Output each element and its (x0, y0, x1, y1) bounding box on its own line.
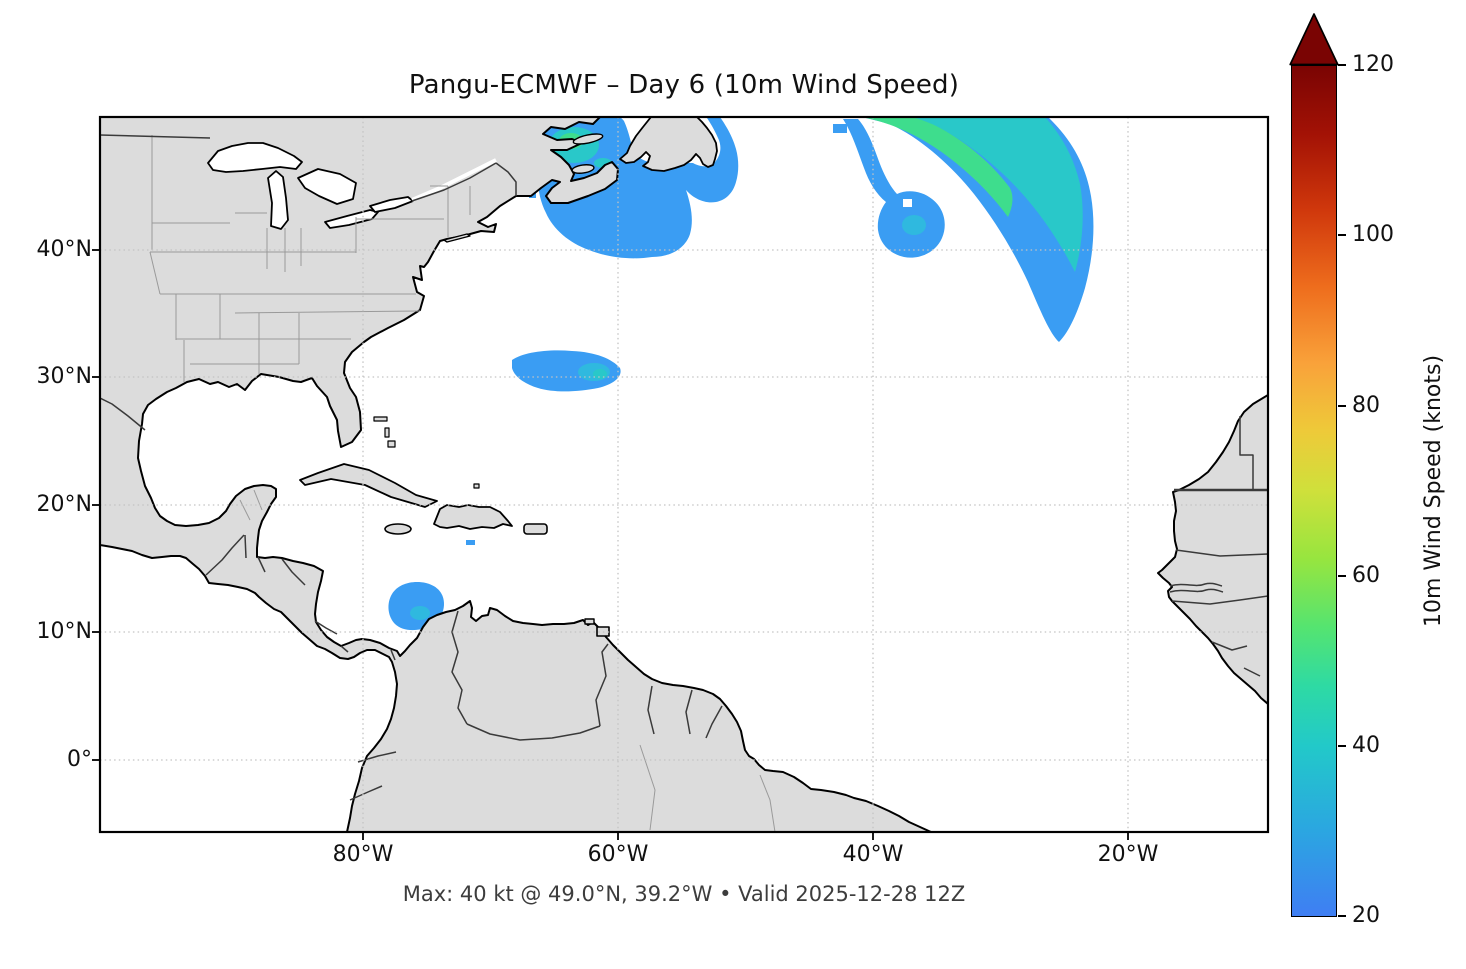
wind-speck-hispaniola (466, 540, 475, 545)
y-tick-0: 0° (67, 747, 92, 772)
colorbar-tick-label: 120 (1352, 52, 1394, 77)
lake-michigan (267, 170, 289, 230)
y-tick-10n: 10°N (36, 619, 92, 644)
colorbar-tick-label: 20 (1352, 903, 1380, 928)
island-puerto-rico (523, 523, 548, 535)
colorbar-tick-label: 40 (1352, 733, 1380, 758)
island-hispaniola (433, 504, 513, 530)
x-tick-20w: 20°W (1097, 842, 1159, 867)
colorbar-tick-label: 100 (1352, 222, 1394, 247)
island-bahamas-1 (373, 416, 388, 422)
colorbar-axis-label: 10m Wind Speed (knots) (1421, 354, 1446, 628)
colorbar-tick-mark (1338, 405, 1346, 407)
island-pei (571, 164, 595, 174)
x-tick-80w: 80°W (332, 842, 394, 867)
lake-erie (324, 209, 379, 229)
wind-region-bermuda-patch (512, 350, 621, 392)
lake-huron (297, 168, 357, 205)
colorbar-tick-mark (1338, 64, 1346, 66)
island-long-island (443, 233, 471, 243)
max-valid-caption: Max: 40 kt @ 49.0°N, 39.2°W • Valid 2025… (402, 882, 966, 906)
africa-west-coast (1157, 394, 1268, 705)
colorbar-tick-mark (1338, 915, 1346, 917)
colorbar-tick-label: 60 (1352, 563, 1380, 588)
great-lakes (207, 142, 497, 230)
wind-region-central-atlantic-swath (862, 117, 1094, 342)
island-newfoundland (619, 117, 718, 172)
x-tick-40w: 40°W (842, 842, 904, 867)
colorbar-tick-mark (1338, 745, 1346, 747)
colorbar-tick-mark (1338, 575, 1346, 577)
island-turks (473, 483, 480, 489)
colorbar-gradient (1291, 65, 1337, 917)
colorbar-tick-label: 80 (1352, 393, 1380, 418)
colorbar-arrow (1289, 13, 1339, 66)
plot-frame (98, 115, 1270, 834)
y-tick-20n: 20°N (36, 492, 92, 517)
island-bahamas-3 (387, 440, 396, 448)
island-jamaica (384, 523, 412, 535)
x-tick-60w: 60°W (587, 842, 649, 867)
island-margarita (584, 618, 595, 625)
axis-tick-marks (92, 249, 1129, 840)
island-cuba (299, 463, 438, 508)
americas-mainland (100, 117, 932, 832)
country-borders (100, 134, 1268, 801)
island-bahamas-2 (384, 427, 390, 438)
st-lawrence-river (411, 158, 497, 202)
island-anticosti (572, 133, 604, 145)
y-tick-40n: 40°N (36, 237, 92, 262)
colorbar-tick-mark (1338, 234, 1346, 236)
land-layer (100, 117, 1268, 832)
lake-superior (207, 142, 303, 173)
state-borders (149, 135, 776, 832)
gridlines (100, 117, 1268, 832)
chart-title: Pangu-ECMWF – Day 6 (10m Wind Speed) (408, 70, 960, 100)
wind-region-comma-blob (833, 119, 945, 258)
y-tick-30n: 30°N (36, 364, 92, 389)
